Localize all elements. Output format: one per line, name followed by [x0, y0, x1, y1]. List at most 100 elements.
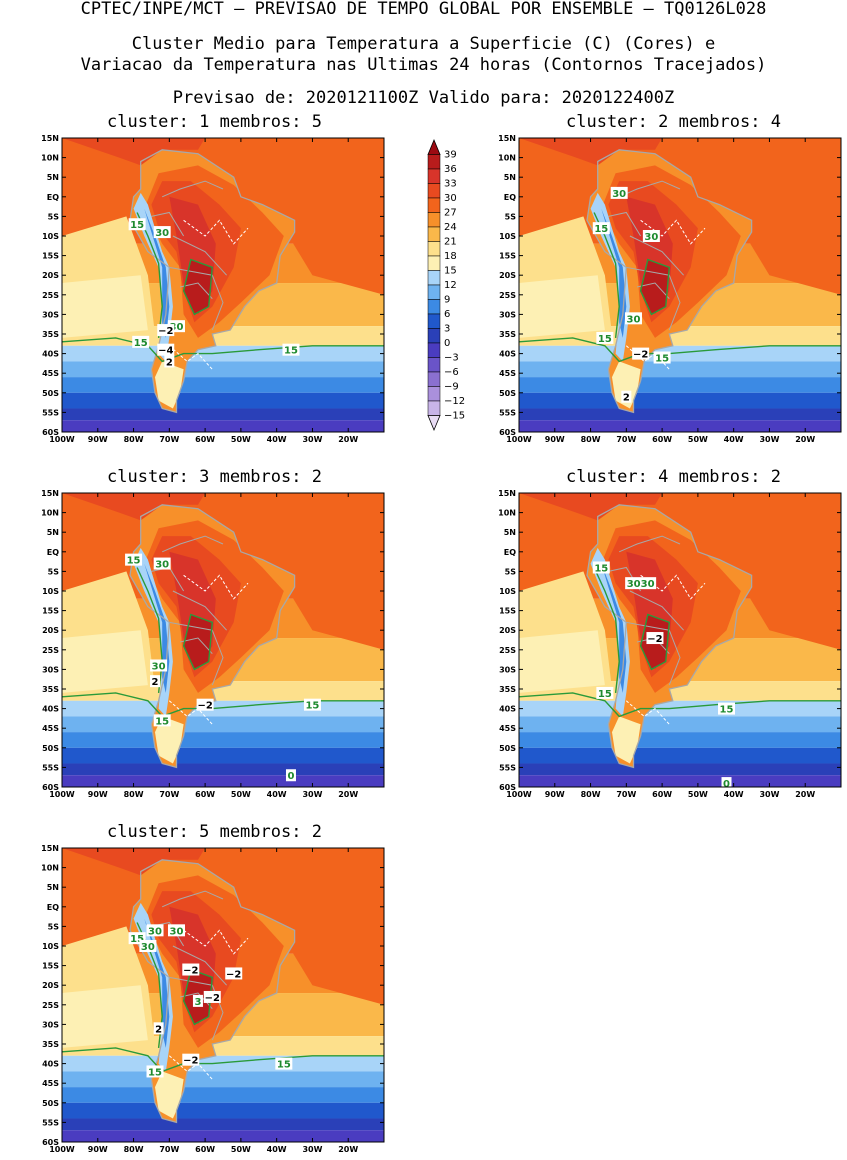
- contour-label-bg: [596, 331, 614, 344]
- lat-label: EQ: [504, 548, 516, 557]
- contour-label: −2: [633, 350, 648, 361]
- ocean-warm-region: [733, 493, 841, 650]
- country-border: [162, 890, 224, 908]
- contour-label-bg: [182, 1053, 200, 1066]
- header-line-3: Variacao da Temperatura nas Ultimas 24 h…: [80, 55, 767, 75]
- contour-30: [182, 258, 214, 316]
- contour-label: 15: [655, 354, 669, 365]
- lon-label: 90W: [545, 790, 565, 799]
- lon-label: 80W: [124, 1145, 144, 1154]
- land-peak: [183, 614, 213, 670]
- lat-label: 10S: [42, 232, 59, 241]
- lon-label: 50W: [688, 435, 708, 444]
- contour-label-bg: [153, 714, 171, 727]
- country-border: [619, 535, 681, 553]
- contour-label: 3030: [627, 579, 655, 590]
- colorbar-label: 30: [444, 193, 457, 204]
- map-field: [62, 493, 384, 787]
- colorbar-swatch: [427, 342, 441, 358]
- lat-label: 25S: [42, 646, 59, 655]
- contour-label-bg: [625, 577, 657, 590]
- ocean-warm-region: [733, 138, 841, 295]
- map-field: [62, 138, 384, 432]
- caribbean-region: [62, 848, 206, 876]
- lon-label: 50W: [688, 790, 708, 799]
- ocean-band: [62, 1102, 384, 1119]
- lat-label: 45S: [499, 724, 516, 733]
- lat-label: 5N: [504, 528, 516, 537]
- country-border: [172, 590, 227, 631]
- lat-label: 15N: [498, 134, 516, 143]
- country-border: [626, 266, 681, 331]
- ocean-warm-region: [276, 493, 384, 650]
- contour-label-bg: [153, 557, 171, 570]
- variation-contour: [625, 700, 670, 725]
- country-border: [626, 621, 681, 686]
- colorbar-swatch: [427, 168, 441, 184]
- colorbar-label: 9: [444, 295, 450, 306]
- contour-label-bg: [157, 324, 175, 337]
- lon-label: 30W: [302, 790, 322, 799]
- lat-label: 35S: [42, 685, 59, 694]
- ocean-band: [62, 361, 384, 378]
- lon-label: 70W: [159, 435, 179, 444]
- contour-label: 15: [277, 1060, 291, 1071]
- contour-label-bg: [153, 226, 171, 239]
- contour-label: 0: [287, 771, 294, 782]
- ocean-band: [62, 747, 384, 764]
- lat-label: 30S: [42, 665, 59, 674]
- contour-label: 15: [720, 705, 734, 716]
- ocean-band: [519, 716, 841, 733]
- contour-label-bg: [225, 967, 243, 980]
- lat-label: 50S: [42, 744, 59, 753]
- ocean-band: [519, 763, 841, 776]
- lon-label: 20W: [338, 1145, 358, 1154]
- colorbar-label: 0: [444, 338, 450, 349]
- contour-label-bg: [642, 230, 660, 242]
- panel-title-2: cluster: 2 membros: 4: [566, 112, 781, 132]
- lat-label: 55S: [42, 763, 59, 772]
- lon-label: 60W: [195, 790, 215, 799]
- lon-label: 80W: [581, 435, 601, 444]
- contour-label-bg: [146, 924, 164, 937]
- variation-contour: [168, 345, 213, 370]
- lat-label: 20S: [42, 626, 59, 635]
- contour-label: −2: [205, 993, 220, 1004]
- lon-label: 90W: [545, 435, 565, 444]
- contour-label: 15: [130, 220, 144, 231]
- lat-label: 25S: [499, 646, 516, 655]
- lat-label: 20S: [499, 626, 516, 635]
- lat-label: 15S: [42, 252, 59, 261]
- andes-cold: [144, 208, 170, 338]
- ocean-band: [62, 345, 384, 362]
- country-border: [608, 211, 642, 237]
- lat-label: EQ: [504, 193, 516, 202]
- contour-label-bg: [150, 675, 161, 688]
- pacific-cool-region: [519, 630, 605, 693]
- contour-label: 3: [194, 997, 201, 1008]
- contour-15: [519, 692, 841, 718]
- lon-label: 50W: [231, 435, 251, 444]
- patagonia: [155, 1071, 184, 1119]
- map-field: [519, 493, 841, 787]
- lat-label: 60S: [42, 783, 59, 792]
- contour-label-bg: [632, 347, 650, 360]
- colorbar-swatch: [427, 371, 441, 387]
- contour-label-bg: [132, 335, 150, 348]
- contour-label-bg: [167, 924, 185, 937]
- contour-label: −2: [183, 966, 198, 977]
- country-border: [169, 266, 224, 331]
- contour-label-bg: [125, 553, 143, 566]
- colorbar-swatch: [427, 255, 441, 271]
- colorbar-label: 27: [444, 208, 457, 219]
- map-panel-cluster-3: 30 15 30 2 −2 15 15 0 15N 10N 5N EQ 5S 10S 15S 20S 25S 30…: [41, 489, 385, 799]
- lat-label: 30S: [42, 1020, 59, 1029]
- contour-label-bg: [275, 1057, 293, 1070]
- land-peak: [640, 259, 670, 315]
- ocean-band: [62, 732, 384, 748]
- contour-label-bg: [203, 990, 221, 1003]
- colorbar-swatch: [427, 299, 441, 315]
- lat-label: 15N: [41, 134, 59, 143]
- caribbean-region: [519, 493, 663, 521]
- contour-label: 15: [598, 334, 612, 345]
